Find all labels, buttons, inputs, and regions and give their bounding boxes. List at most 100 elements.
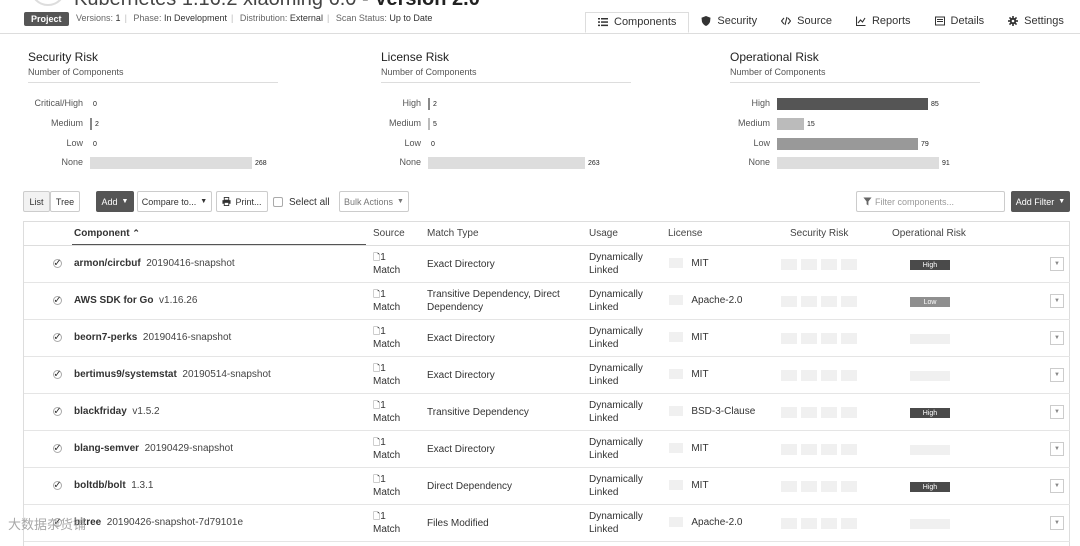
check-circle-icon[interactable]: ✓	[53, 517, 62, 528]
column-header-component[interactable]: Component ⌃	[74, 228, 140, 239]
tab-security[interactable]: Security	[689, 12, 769, 33]
component-cell[interactable]: blang-semver 20190429-snapshot	[74, 443, 233, 454]
component-name[interactable]: blackfriday	[74, 406, 127, 417]
usage-cell: Dynamically Linked	[589, 252, 643, 276]
license-cell[interactable]: MIT	[669, 258, 709, 269]
license-cell[interactable]: Apache-2.0	[669, 295, 743, 306]
risk-bar[interactable]	[428, 98, 430, 110]
table-row[interactable]: ✓ armon/circbuf 20190416-snapshot 🗋1 Match E…	[24, 246, 1070, 283]
component-name[interactable]: bertimus9/systemstat	[74, 369, 177, 380]
component-name[interactable]: AWS SDK for Go	[74, 295, 154, 306]
tab-source[interactable]: Source	[769, 12, 844, 33]
column-header-security-risk[interactable]: Security Risk	[790, 228, 849, 239]
risk-bar[interactable]	[777, 157, 939, 169]
check-circle-icon[interactable]: ✓	[53, 443, 62, 454]
component-name[interactable]: armon/circbuf	[74, 258, 141, 269]
component-name[interactable]: boltdb/bolt	[74, 480, 126, 491]
source-cell[interactable]: 🗋1 Match	[373, 289, 401, 313]
tab-settings[interactable]: Settings	[996, 12, 1076, 33]
row-dropdown-button[interactable]: ▼	[1050, 516, 1064, 530]
risk-bar[interactable]	[777, 98, 928, 110]
row-dropdown-button[interactable]: ▼	[1050, 368, 1064, 382]
component-cell[interactable]: boltdb/bolt 1.3.1	[74, 480, 153, 491]
row-dropdown-button[interactable]: ▼	[1050, 479, 1064, 493]
check-circle-icon[interactable]: ✓	[53, 295, 62, 306]
license-cell[interactable]: MIT	[669, 443, 709, 454]
source-cell[interactable]: 🗋1 Match	[373, 511, 401, 535]
license-cell[interactable]: MIT	[669, 480, 709, 491]
risk-panel-title: Operational Risk	[730, 50, 819, 64]
component-cell[interactable]: armon/circbuf 20190416-snapshot	[74, 258, 235, 269]
check-circle-icon[interactable]: ✓	[53, 369, 62, 380]
row-dropdown-button[interactable]: ▼	[1050, 442, 1064, 456]
security-risk-box	[841, 296, 857, 307]
check-circle-icon[interactable]: ✓	[53, 406, 62, 417]
row-dropdown-button[interactable]: ▼	[1050, 257, 1064, 271]
tab-details[interactable]: Details	[923, 12, 997, 33]
license-cell[interactable]: MIT	[669, 369, 709, 380]
column-header-license[interactable]: License	[668, 228, 703, 239]
table-row[interactable]: ✓ boltdb/bolt 1.3.1 🗋1 Match Direct Dependen…	[24, 468, 1070, 505]
table-row[interactable]: ✓ bertimus9/systemstat 20190514-snapshot 🗋…	[24, 357, 1070, 394]
security-risk-box	[781, 407, 797, 418]
check-circle-icon[interactable]: ✓	[53, 480, 62, 491]
check-circle-icon[interactable]: ✓	[53, 258, 62, 269]
risk-row-label: Medium	[388, 118, 421, 128]
column-header-match-type[interactable]: Match Type	[427, 228, 479, 239]
source-cell[interactable]: 🗋1 Match	[373, 474, 401, 498]
select-all-checkbox[interactable]	[273, 197, 283, 207]
table-row[interactable]: ✓ blang-semver 20190429-snapshot 🗋1 Match Ex…	[24, 431, 1070, 468]
tab-components[interactable]: Components	[585, 12, 690, 33]
risk-bar[interactable]	[428, 118, 430, 130]
source-cell[interactable]: 🗋1 Match	[373, 252, 401, 276]
tree-view-button[interactable]: Tree	[50, 191, 80, 212]
check-circle-icon[interactable]: ✓	[53, 332, 62, 343]
table-row[interactable]: ✓ bitree 20190426-snapshot-7d79101e 🗋1 Matc…	[24, 505, 1070, 542]
filter-input[interactable]: Filter components...	[856, 191, 1005, 212]
risk-panel-divider	[28, 82, 278, 83]
component-name[interactable]: bitree	[74, 517, 102, 528]
component-name[interactable]: beorn7-perks	[74, 332, 138, 343]
table-row[interactable]: ✓ blackfriday v1.5.2 🗋1 Match Transitive Dep…	[24, 394, 1070, 431]
row-dropdown-button[interactable]: ▼	[1050, 331, 1064, 345]
file-icon: 🗋	[373, 400, 381, 410]
component-name[interactable]: blang-semver	[74, 443, 140, 454]
component-cell[interactable]: bitree 20190426-snapshot-7d79101e	[74, 517, 243, 528]
risk-bar[interactable]	[90, 118, 92, 130]
add-button[interactable]: Add ▼	[96, 191, 134, 212]
source-cell[interactable]: 🗋1 Match	[373, 326, 401, 350]
risk-bar[interactable]	[428, 157, 585, 169]
component-cell[interactable]: bertimus9/systemstat 20190514-snapshot	[74, 369, 271, 380]
list-view-button[interactable]: List	[23, 191, 50, 212]
print-button[interactable]: Print...	[216, 191, 268, 212]
component-cell[interactable]: beorn7-perks 20190416-snapshot	[74, 332, 231, 343]
license-cell[interactable]: BSD-3-Clause	[669, 406, 755, 417]
add-filter-button[interactable]: Add Filter ▼	[1011, 191, 1070, 212]
risk-row-label: Low	[66, 138, 83, 148]
shield-icon	[701, 16, 711, 26]
column-header-source[interactable]: Source	[373, 228, 405, 239]
risk-bar[interactable]	[777, 138, 918, 150]
license-cell[interactable]: MIT	[669, 332, 709, 343]
table-row[interactable]: ✓ AWS SDK for Go v1.16.26 🗋1 Match Transitiv…	[24, 283, 1070, 320]
risk-bar-value: 5	[433, 121, 437, 128]
component-cell[interactable]: blackfriday v1.5.2	[74, 406, 160, 417]
bulk-actions-button[interactable]: Bulk Actions ▼	[339, 191, 409, 212]
caret-down-icon: ▼	[200, 198, 208, 205]
source-cell[interactable]: 🗋1 Match	[373, 437, 401, 461]
column-header-usage[interactable]: Usage	[589, 228, 618, 239]
compare-button[interactable]: Compare to... ▼	[137, 191, 212, 212]
tab-reports[interactable]: Reports	[844, 12, 923, 33]
row-dropdown-button[interactable]: ▼	[1050, 294, 1064, 308]
row-dropdown-button[interactable]: ▼	[1050, 405, 1064, 419]
license-cell[interactable]: Apache-2.0	[669, 517, 743, 528]
source-cell[interactable]: 🗋1 Match	[373, 363, 401, 387]
risk-bar[interactable]	[90, 157, 252, 169]
component-cell[interactable]: AWS SDK for Go v1.16.26	[74, 295, 197, 306]
table-row[interactable]: ✓ beorn7-perks 20190416-snapshot 🗋1 Match Ex…	[24, 320, 1070, 357]
column-header-operational-risk[interactable]: Operational Risk	[892, 228, 966, 239]
risk-bar-value: 263	[588, 160, 600, 167]
risk-panel-subtitle: Number of Components	[381, 67, 477, 77]
risk-bar[interactable]	[777, 118, 804, 130]
source-cell[interactable]: 🗋1 Match	[373, 400, 401, 424]
